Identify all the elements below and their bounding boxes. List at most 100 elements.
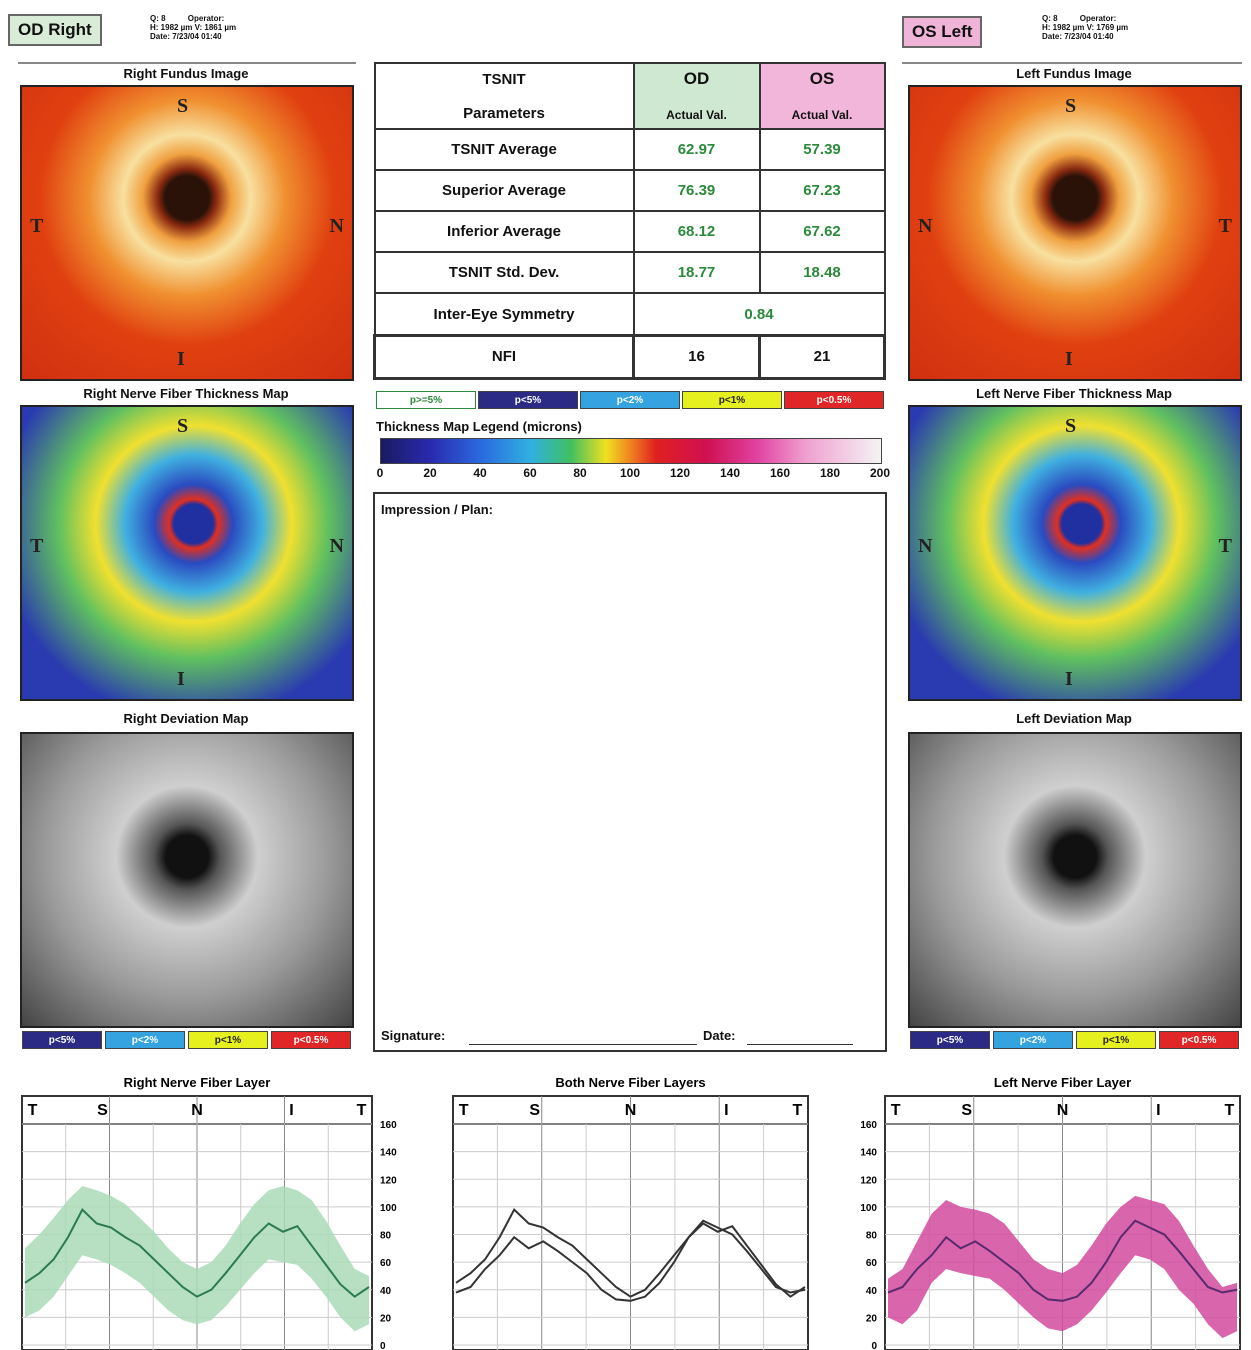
thickness-tick-label: 20 [423,466,437,480]
impression-title: Impression / Plan: [381,502,493,517]
quadrant-label: I [1156,1102,1160,1119]
cell: 62.97 [632,127,761,172]
info: Date: 7/23/04 01:40 [150,32,222,41]
panel-title: Right Nerve Fiber Thickness Map [83,386,289,401]
orientation-label: I [177,348,185,370]
thickness-tick-label: 160 [769,466,791,480]
y-tick-label: 100 [860,1203,877,1214]
panel-image: S T N I [20,85,354,381]
os-info: Q: 8 Operator: H: 1982 µm V: 1769 µm Dat… [1042,14,1242,41]
y-tick-label: 40 [380,1286,392,1297]
y-tick-label: 0 [380,1341,386,1350]
thickness-tick-label: 40 [473,466,487,480]
cell: NFI [373,333,635,381]
y-tick-label: 120 [860,1175,877,1186]
od-label: OD Right [8,14,102,46]
normal-band [25,1186,369,1332]
sig-legend: p<0.5% [1159,1031,1239,1049]
impression-box: Impression / Plan: Signature: Date: [373,492,887,1052]
date-line [747,1044,853,1045]
y-tick-label: 100 [380,1203,397,1214]
header: Actual Val. [791,108,853,122]
header: OD [683,69,710,88]
orientation-label: S [1065,415,1077,437]
cell: 68.12 [632,210,761,254]
cell: 18.48 [758,251,886,295]
sig-legend: p<5% [478,391,578,409]
header: TSNIT [482,70,526,88]
y-tick-label: 80 [380,1231,392,1242]
thickness-tick-label: 120 [669,466,691,480]
thickness-tick-label: 100 [619,466,641,480]
quadrant-label: N [625,1102,637,1119]
orientation-label: T [30,535,44,557]
y-tick-label: 120 [380,1175,397,1186]
cell: TSNIT Average [373,127,635,172]
cell: Inter-Eye Symmetry [373,292,635,337]
orientation-label: S [177,415,189,437]
y-tick-label: 20 [866,1313,878,1324]
panel-image: S N T I [908,405,1242,701]
thickness-tick-label: 140 [719,466,741,480]
quadrant-label: T [1224,1102,1234,1119]
panel-title: Right Deviation Map [123,711,249,726]
panel-image [908,732,1242,1028]
cell: TSNIT Std. Dev. [373,251,635,295]
os-label: OS Left [902,16,983,48]
thickness-tick-label: 0 [376,466,384,480]
panel-title: Left Nerve Fiber Thickness Map [976,386,1172,401]
header-cell: TSNIT Parameters [373,62,635,130]
orientation-label: N [329,535,344,557]
quadrant-label: N [1057,1102,1069,1119]
y-tick-label: 20 [380,1313,392,1324]
thickness-legend-bar [380,438,882,464]
orientation-label: S [177,95,189,117]
cell: 18.77 [632,251,761,295]
orientation-label: T [30,215,44,237]
nfl-curve [455,1219,806,1302]
orientation-label: N [918,535,933,557]
cell: 76.39 [632,169,761,213]
thickness-tick-label: 180 [819,466,841,480]
quadrant-label: T [459,1102,469,1119]
panel-title: Right Fundus Image [123,66,249,81]
orientation-label: I [177,668,185,690]
cell: Superior Average [373,169,635,213]
cell: 67.62 [758,210,886,254]
cell: Inferior Average [373,210,635,254]
orientation-label: T [1218,535,1232,557]
quadrant-label: S [97,1102,108,1119]
header-cell: OD Actual Val. [632,62,761,130]
nfl-curve [455,1208,806,1298]
info: Date: 7/23/04 01:40 [1042,32,1114,41]
sig-legend: p<0.5% [271,1031,351,1049]
chart-title: Both Nerve Fiber Layers [555,1075,705,1090]
header: Parameters [463,104,545,122]
y-tick-label: 160 [860,1120,877,1131]
nfl-curve [24,1207,370,1298]
header: Actual Val. [666,108,727,122]
y-tick-label: 160 [380,1120,397,1131]
signature-line [469,1044,697,1045]
cell: 67.23 [758,169,886,213]
od-info: Q: 8 Operator: H: 1982 µm V: 1861 µm Dat… [150,14,350,41]
quadrant-label: S [529,1102,540,1119]
orientation-label: T [1218,215,1232,237]
y-tick-label: 140 [860,1148,877,1159]
thickness-tick-label: 60 [523,466,537,480]
quadrant-label: S [961,1102,972,1119]
quadrant-label: I [289,1102,293,1119]
orientation-label: N [329,215,344,237]
quadrant-label: I [724,1102,728,1119]
chart-title: Right Nerve Fiber Layer [124,1075,271,1090]
nfl-charts: Right Nerve Fiber Layer 0 20 40 60 80 100 120 14… [21,1075,1241,1350]
info: Operator: [1079,14,1117,23]
chart-title: Left Nerve Fiber Layer [994,1075,1131,1090]
y-tick-label: 140 [380,1148,397,1159]
orientation-label: N [918,215,933,237]
orientation-label: I [1065,348,1073,370]
nfl-curve [887,1219,1238,1302]
rule [902,62,1242,64]
quadrant-label: T [357,1102,367,1119]
